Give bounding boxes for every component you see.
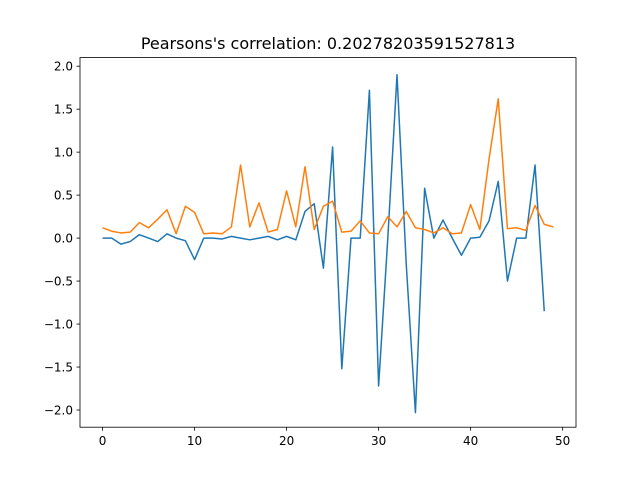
y-tick-label: −1.0 (44, 318, 73, 332)
x-tick-label: 0 (99, 434, 107, 448)
y-tick-label: −0.5 (44, 275, 73, 289)
y-tick-label: 1.5 (54, 103, 73, 117)
chart-title: Pearsons's correlation: 0.20278203591527… (141, 34, 515, 53)
x-tick-label: 10 (187, 434, 202, 448)
y-tick-label: 0.5 (54, 189, 73, 203)
axes-frame (79, 57, 577, 428)
x-tick-label: 20 (279, 434, 294, 448)
y-tick-label: 2.0 (54, 60, 73, 74)
x-tick-label: 40 (463, 434, 478, 448)
x-tick-label: 30 (371, 434, 386, 448)
series-layer (102, 74, 554, 414)
series-line-2 (102, 98, 554, 235)
series-line-1 (102, 74, 545, 414)
y-tick-label: 0.0 (54, 232, 73, 246)
y-tick-label: 1.0 (54, 146, 73, 160)
x-tick-label: 50 (555, 434, 570, 448)
y-tick-label: −2.0 (44, 404, 73, 418)
ticks-layer: 0 10 20 30 40 50 2.0 1.5 1.0 0.5 0.0 −0.5 −1.0 −1.5 −2… (44, 60, 570, 449)
y-tick-label: −1.5 (44, 361, 73, 375)
